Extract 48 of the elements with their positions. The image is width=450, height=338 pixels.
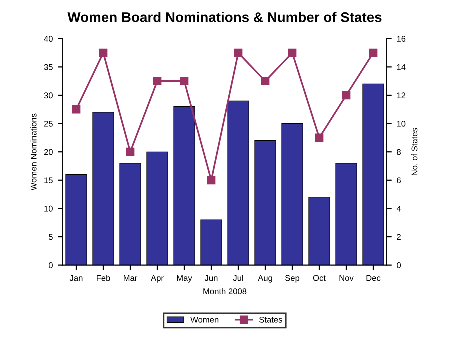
x-tick-label: Dec bbox=[366, 275, 381, 282]
point bbox=[207, 176, 216, 185]
x-tick-label: Jan bbox=[70, 275, 83, 282]
y2-tick-label: 4 bbox=[396, 206, 402, 212]
x-tick-label: Aug bbox=[258, 275, 272, 283]
legend-label: Women bbox=[190, 317, 219, 323]
point bbox=[99, 48, 108, 58]
point bbox=[153, 77, 162, 86]
x-tick-label: Feb bbox=[97, 275, 110, 282]
x-tick-label: Nov bbox=[340, 275, 354, 282]
y-tick-label: 10 bbox=[44, 206, 53, 212]
point bbox=[234, 48, 243, 58]
y2-tick-label: 2 bbox=[397, 234, 401, 240]
point bbox=[342, 91, 351, 100]
x-tick-label: Apr bbox=[151, 275, 164, 283]
y2-tick-label: 12 bbox=[397, 92, 406, 99]
y-tick-label: 0 bbox=[48, 262, 53, 268]
point bbox=[288, 48, 297, 58]
y2-tick-label: 10 bbox=[397, 120, 406, 127]
y2-tick-label: 6 bbox=[397, 178, 401, 184]
x-tick-label: Jul bbox=[233, 275, 244, 282]
y2-tick-label: 16 bbox=[397, 36, 406, 42]
y-tick-label: 40 bbox=[44, 36, 53, 42]
y2-tick-label: 8 bbox=[397, 149, 401, 156]
y-tick-label: 5 bbox=[48, 234, 53, 240]
x-axis-title: Month 2008 bbox=[204, 288, 247, 294]
point bbox=[315, 134, 324, 142]
y-tick-label: 35 bbox=[44, 64, 53, 70]
y-tick-label: 25 bbox=[44, 120, 53, 127]
y2-tick-label: 14 bbox=[397, 64, 406, 70]
y-tick-label: 20 bbox=[44, 149, 53, 156]
point bbox=[72, 105, 81, 114]
chart-title: Women Board Nominations & Number of States bbox=[68, 12, 382, 22]
x-tick-label: Sep bbox=[285, 275, 300, 283]
y-axis-title: Women Nominations bbox=[30, 114, 37, 191]
y-tick-label: 15 bbox=[44, 178, 53, 184]
point bbox=[261, 77, 270, 86]
point bbox=[369, 48, 378, 58]
y2-tick-label: 0 bbox=[397, 262, 402, 268]
y2-axis-title: No. of States bbox=[412, 128, 418, 176]
point bbox=[126, 148, 135, 156]
x-tick-label: Jun bbox=[204, 275, 218, 282]
x-tick-label: May bbox=[177, 275, 192, 283]
point bbox=[180, 77, 189, 86]
x-tick-label: Mar bbox=[124, 275, 138, 282]
x-tick-label: Oct bbox=[313, 275, 326, 282]
legend-label: States bbox=[260, 316, 282, 323]
y-tick-label: 30 bbox=[44, 92, 53, 99]
